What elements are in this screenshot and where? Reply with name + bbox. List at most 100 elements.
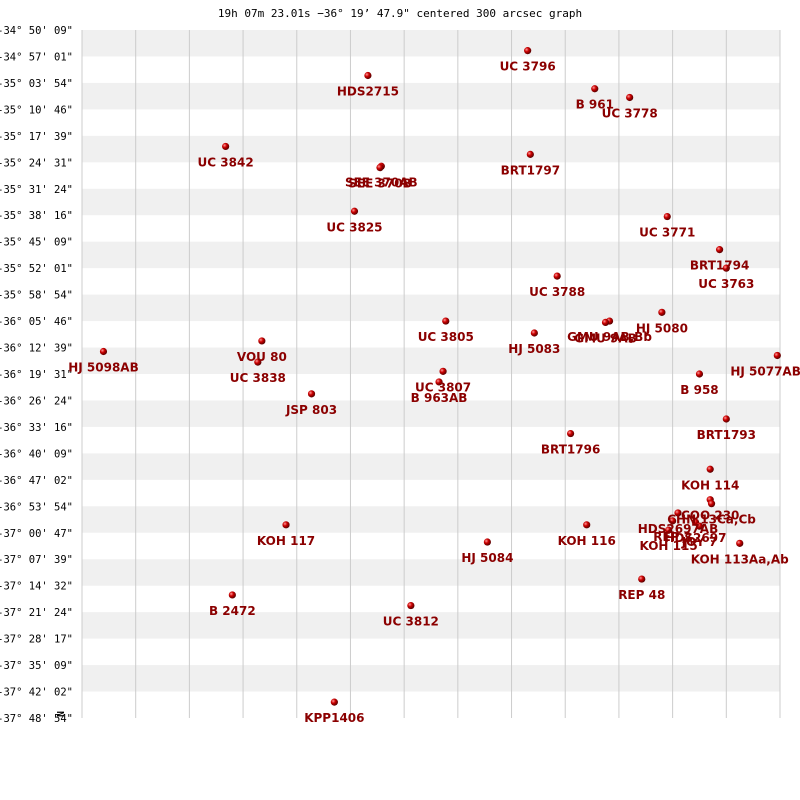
star-label: COO 230	[681, 509, 739, 523]
star-label: VOU 80	[237, 350, 287, 364]
star-point	[707, 500, 716, 508]
plot-band	[82, 294, 780, 322]
y-tick-label: -35° 17' 39"	[0, 131, 73, 143]
star-label: BRT1796	[541, 443, 600, 457]
star-label: CHN 13Ca,Cb	[667, 513, 756, 527]
star-label: UC 3778	[602, 106, 658, 120]
star-point	[530, 329, 538, 337]
star-label: HJ 5077AB	[730, 364, 800, 378]
star-point	[695, 370, 704, 378]
y-tick-label: -36° 53' 54"	[0, 501, 73, 513]
star-label: UC 3842	[198, 155, 254, 169]
plot-band	[82, 612, 780, 639]
star-point	[350, 207, 359, 215]
star-label: HDS2697	[664, 531, 726, 545]
y-tick-label: -36° 26' 24"	[0, 395, 73, 407]
y-tick-label: -35° 03' 54"	[0, 78, 73, 90]
y-tick-label: -36° 47' 02"	[0, 475, 73, 487]
star-label: B 961	[576, 98, 614, 112]
plot-band	[82, 400, 780, 427]
star-point	[376, 164, 384, 172]
star-label: SEE 370B	[348, 177, 411, 191]
star-point	[715, 246, 724, 254]
plot-band	[82, 82, 780, 110]
y-tick-label: -37° 42' 02"	[0, 687, 73, 699]
star-point	[722, 264, 730, 272]
star-point	[706, 465, 714, 473]
star-points	[99, 47, 781, 706]
plot-band	[82, 241, 780, 269]
y-tick-label: -35° 24' 31"	[0, 157, 73, 169]
y-tick-label: -37° 14' 32"	[0, 581, 73, 593]
star-point	[658, 308, 666, 316]
star-point	[591, 85, 599, 93]
star-label: B 2472	[209, 604, 256, 618]
star-label: HDS2715	[337, 85, 399, 99]
star-point	[442, 317, 450, 325]
y-tick-label: -35° 52' 01"	[0, 263, 73, 275]
star-point	[439, 367, 447, 375]
star-point	[282, 521, 290, 529]
star-point	[601, 318, 610, 326]
star-label: B 963AB	[411, 391, 468, 405]
y-tick-label: -35° 38' 16"	[0, 210, 73, 222]
star-point	[583, 521, 591, 529]
star-point	[407, 601, 415, 610]
grid-lines	[81, 30, 781, 718]
star-point	[669, 517, 677, 525]
star-label: GMU 9AB,Bb	[567, 330, 652, 344]
star-point	[307, 390, 316, 398]
y-tick-label: -36° 12' 39"	[0, 343, 73, 355]
plot-band	[82, 135, 780, 163]
star-point	[553, 272, 561, 280]
star-point	[638, 575, 646, 583]
y-tick-label: -34° 57' 01"	[0, 51, 73, 63]
y-tick-label: -37° 21' 24"	[0, 607, 73, 619]
star-point	[664, 526, 673, 534]
star-label: KOH 114	[681, 478, 739, 492]
star-label: SEE 370AB	[345, 175, 418, 189]
star-point	[254, 358, 262, 366]
star-label: HJ 5083	[508, 342, 560, 356]
star-label: UC 3812	[383, 615, 439, 629]
y-axis-tick-labels: -34° 50' 09" -34° 57' 01" -35° 03' 54" -35°…	[0, 25, 73, 725]
y-tick-label: -37° 35' 09"	[0, 660, 73, 672]
y-tick-label: -36° 33' 16"	[0, 422, 73, 434]
plot-band	[82, 347, 780, 374]
chart-title: 19h 07m 23.01s −36° 19’ 47.9" centered 3…	[218, 7, 582, 20]
y-tick-label: -34° 50' 09"	[0, 25, 73, 37]
star-label: UC 3788	[529, 285, 585, 299]
star-point	[364, 71, 372, 80]
star-label: UC 3825	[326, 220, 382, 234]
star-point	[567, 429, 575, 438]
y-tick-label: -35° 31' 24"	[0, 184, 73, 196]
star-label: HDS2697AB	[638, 522, 718, 536]
star-label: KOH 115	[639, 539, 697, 553]
star-point	[99, 347, 108, 356]
y-tick-label: -36° 05' 46"	[0, 316, 73, 328]
star-label: UC 3763	[698, 277, 754, 291]
plot-band	[82, 30, 780, 57]
star-label: KOH 117	[257, 534, 315, 548]
y-tick-label: -35° 58' 54"	[0, 290, 73, 302]
y-tick-label: -37° 00' 47"	[0, 528, 73, 540]
star-label: UC 3796	[500, 60, 556, 74]
y-tick-label: -37° 07' 39"	[0, 554, 73, 566]
star-label: HJ 5084	[461, 551, 513, 565]
plot-band	[82, 559, 780, 586]
star-label: UC 3807	[415, 380, 471, 394]
star-point	[736, 539, 744, 547]
star-label: KPP1406	[304, 711, 364, 725]
star-point	[258, 337, 266, 345]
y-tick-label: -36° 19' 31"	[0, 369, 73, 381]
y-tick-label: -35° 10' 46"	[0, 104, 73, 116]
star-point	[222, 142, 230, 151]
star-point	[435, 378, 443, 386]
star-label: KOH 116	[558, 534, 616, 548]
star-label: UC 3771	[639, 226, 695, 240]
star-label: GMU 9AB	[574, 331, 637, 345]
star-label: B 958	[680, 383, 718, 397]
star-point	[674, 509, 682, 517]
star-label: UC 3838	[230, 371, 286, 385]
north-marker: N	[54, 711, 65, 717]
